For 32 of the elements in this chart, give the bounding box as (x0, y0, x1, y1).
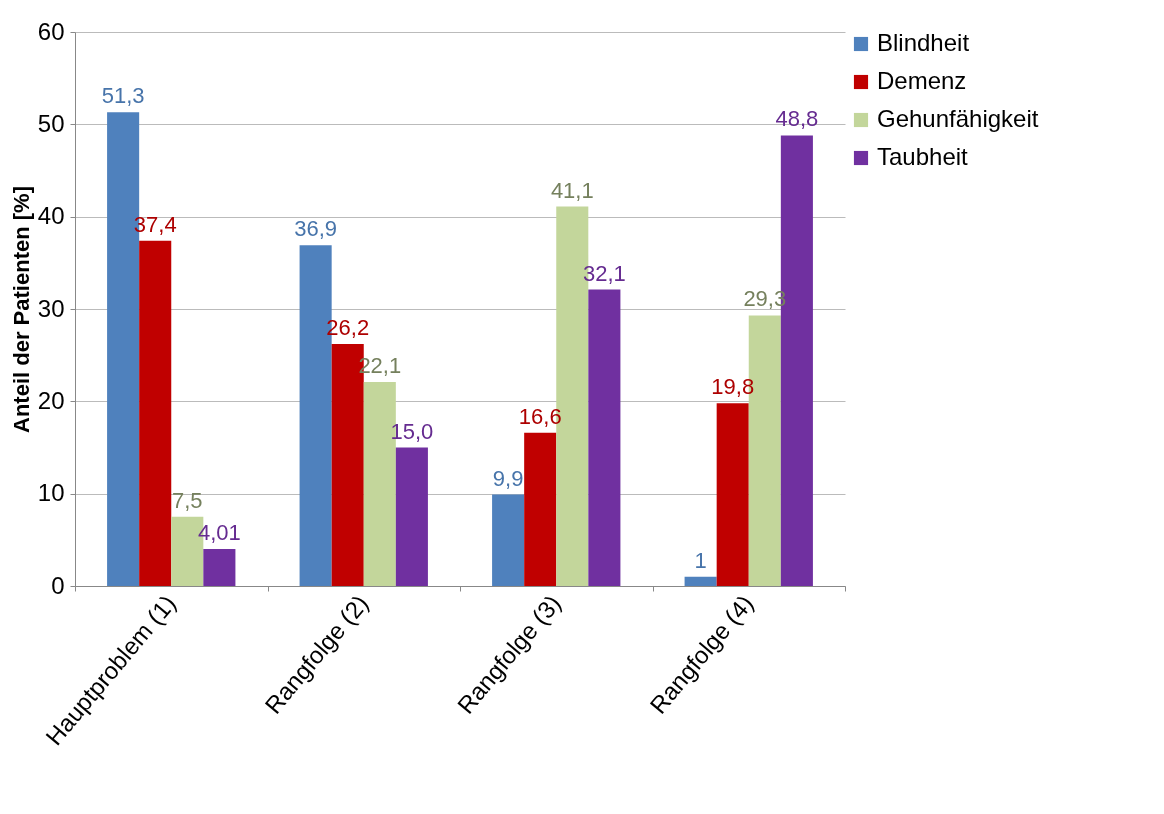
bar (492, 494, 525, 586)
y-tick-label: 0 (51, 571, 65, 599)
y-tick-label: 60 (37, 17, 65, 45)
data-label: 4,01 (197, 519, 241, 545)
data-label: 15,0 (390, 418, 434, 444)
y-tick-label: 40 (37, 202, 65, 230)
legend-label: Blindheit (877, 29, 970, 56)
legend-label: Demenz (877, 67, 967, 94)
data-label: 7,5 (171, 487, 203, 513)
y-tick-label: 20 (37, 386, 65, 414)
y-tick-label: 30 (37, 294, 65, 322)
bar (524, 432, 557, 586)
data-label: 9,9 (492, 465, 524, 491)
data-label: 16,6 (518, 403, 562, 429)
y-axis-title: Anteil der Patienten [%] (8, 186, 34, 433)
legend-label: Taubheit (877, 143, 969, 170)
data-label: 1 (694, 547, 707, 573)
y-tick-label: 50 (37, 109, 65, 137)
bar (716, 403, 749, 586)
bar (395, 447, 428, 586)
bar (588, 289, 621, 586)
bar (684, 576, 717, 586)
data-label: 32,1 (582, 260, 626, 286)
data-label: 51,3 (101, 83, 145, 109)
data-label: 19,8 (711, 374, 755, 400)
data-label: 41,1 (550, 177, 594, 203)
bar (203, 548, 236, 586)
y-tick-label: 10 (37, 479, 65, 507)
data-label: 48,8 (775, 106, 819, 132)
data-label: 36,9 (294, 216, 338, 242)
legend-label: Gehunfähigkeit (877, 105, 1039, 132)
bar (139, 240, 172, 586)
